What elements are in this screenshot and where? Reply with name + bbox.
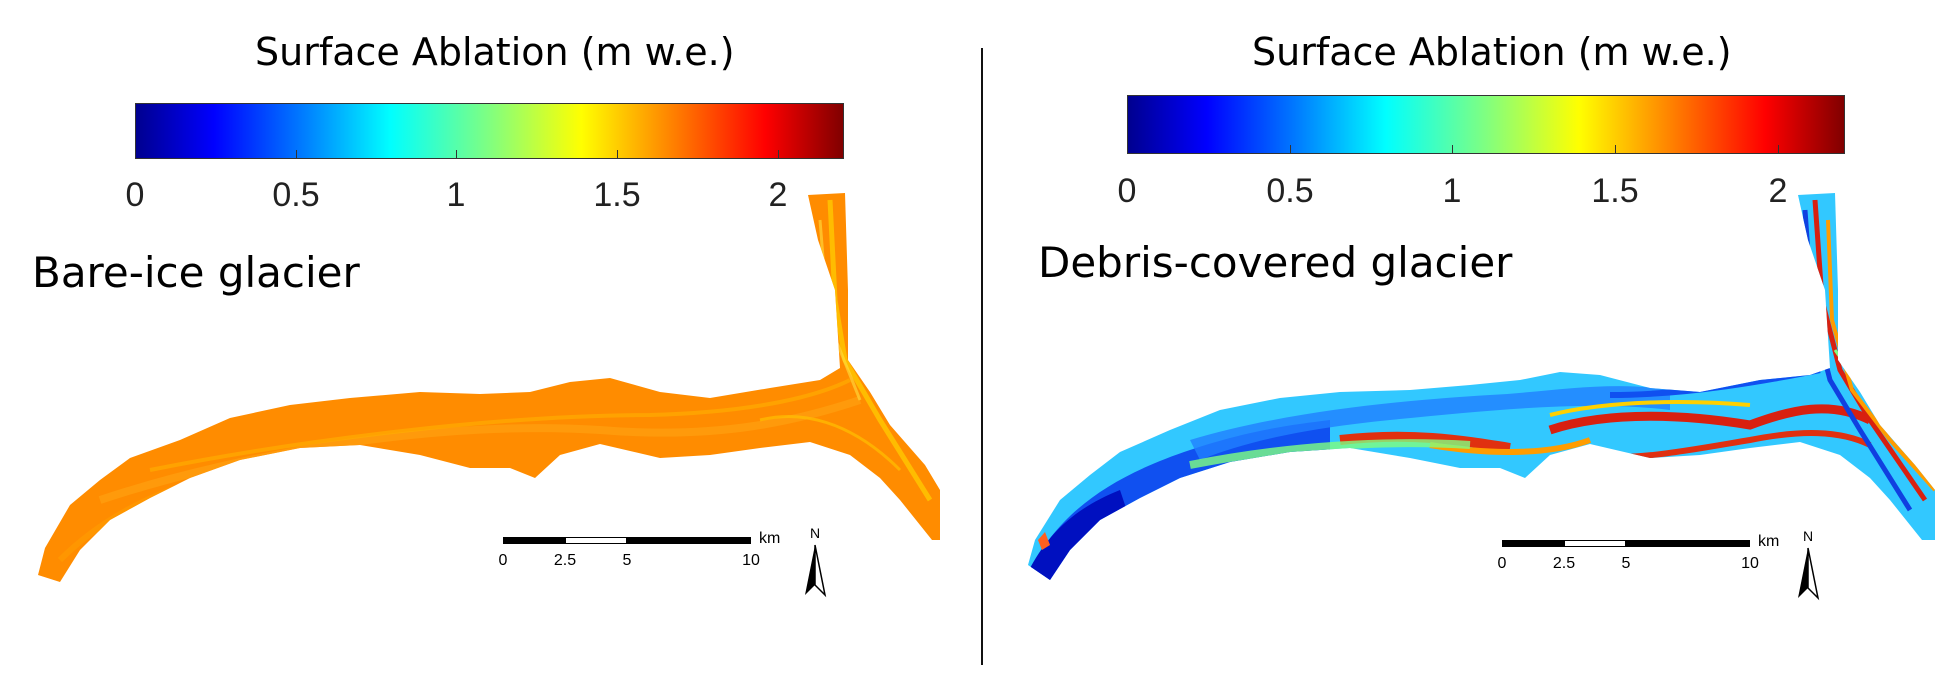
colorbar-tick-label: 0 [125,176,145,214]
panel-debris-covered: Surface Ablation (m w.e.) 0 0.5 1 1.5 2 … [990,0,1952,675]
colorbar-tick [1452,145,1453,153]
glacier-band-orange [1826,219,1935,492]
scale-bar: 0 2.5 5 10 km [1498,533,1780,580]
north-arrow-icon [1798,547,1820,601]
scale-segment [627,537,751,544]
colorbar-title: Surface Ablation (m w.e.) [255,30,735,74]
colorbar [135,103,844,159]
north-label: N [1803,528,1814,544]
north-arrow-icon [805,544,827,598]
scale-segment [565,537,627,544]
colorbar-gradient [136,104,843,158]
scale-label: 2.5 [553,552,577,569]
scale-segment [1502,540,1564,547]
colorbar-tick-label: 1.5 [593,176,641,214]
scale-label: 0 [498,552,508,569]
scale-label: 10 [742,552,760,569]
colorbar-tick [296,150,297,158]
colorbar-tick [1127,145,1128,153]
colorbar-tick [778,150,779,158]
colorbar-tick-label: 0 [1117,172,1137,210]
glacier-zone-blue [1190,386,1670,460]
glacier-band-yellow [1549,400,1751,417]
colorbar-tick-label: 0.5 [1266,172,1314,210]
colorbar-tick [135,150,136,158]
panel-divider [981,48,983,665]
glacier-spot-red [1038,532,1050,550]
colorbar-gradient [1128,96,1844,153]
glacier-band-orange [1429,437,1592,455]
scale-bar: 0 2.5 5 10 km [499,530,781,577]
glacier-band-red [1548,404,1873,435]
glacier-band-red [1812,199,1928,502]
scale-label: 10 [1741,555,1759,572]
glacier-streak [149,378,851,472]
panel-bare-ice: Surface Ablation (m w.e.) 0 0.5 1 1.5 2 … [0,0,975,675]
glacier-band-red [1339,431,1511,453]
colorbar-tick-label: 1.5 [1591,172,1639,210]
glacier-label: Debris-covered glacier [1038,238,1513,287]
colorbar-tick [617,150,618,158]
colorbar-title-text: Surface Ablation [255,30,569,74]
glacier-label: Bare-ice glacier [32,248,360,297]
colorbar-title-unit: (m w.e.) [580,30,735,74]
scale-unit: km [1758,533,1780,550]
colorbar-tick [1290,145,1291,153]
scale-label: 0 [1497,555,1507,572]
colorbar-tick-label: 2 [1768,172,1788,210]
glacier-map-debris [1028,193,1935,580]
scale-label: 2.5 [1552,555,1576,572]
glacier-map-bare [38,193,940,582]
scale-segment [503,537,565,544]
scale-segment [1564,540,1626,547]
north-arrow: N [1790,528,1830,601]
scale-segment [1626,540,1750,547]
glacier-streak [759,415,902,472]
scale-unit: km [759,530,781,547]
colorbar-title-text: Surface Ablation [1252,30,1566,74]
colorbar-tick-label: 1 [446,176,466,214]
colorbar-tick-label: 1 [1442,172,1462,210]
colorbar-title: Surface Ablation (m w.e.) [1252,30,1732,74]
colorbar-tick [1615,145,1616,153]
north-arrow: N [797,525,837,598]
colorbar-tick-label: 0.5 [272,176,320,214]
glacier-zone-blue [1028,490,1130,580]
colorbar-tick [456,150,457,158]
colorbar-tick [1778,145,1779,153]
colorbar-tick-label: 2 [768,176,788,214]
glacier-band-green [1189,439,1471,469]
colorbar-title-unit: (m w.e.) [1577,30,1732,74]
north-label: N [810,525,821,541]
scale-label: 5 [622,552,632,569]
colorbar [1127,95,1845,154]
scale-label: 5 [1621,555,1631,572]
